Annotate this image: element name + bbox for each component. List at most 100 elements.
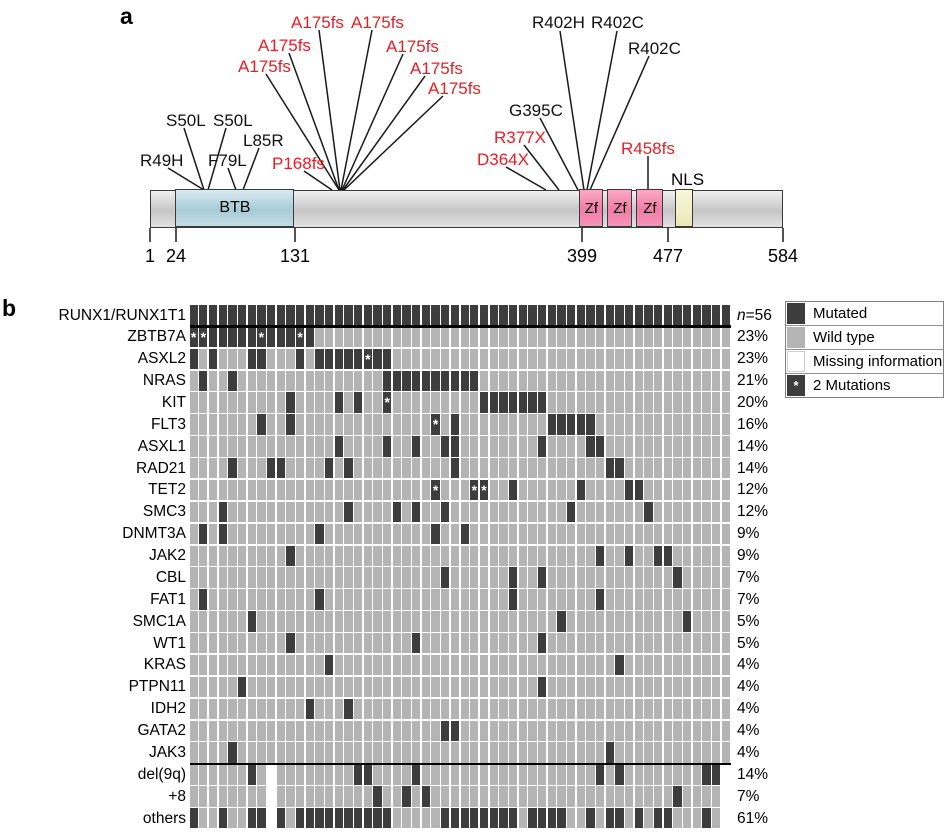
matrix-cell <box>441 764 450 785</box>
matrix-cell <box>421 742 431 763</box>
matrix-cell <box>654 611 663 632</box>
matrix-cell <box>537 742 547 763</box>
matrix-cell <box>576 305 585 326</box>
matrix-cell <box>566 611 576 632</box>
matrix-cell <box>450 305 460 326</box>
gene-label: ASXL1 <box>137 437 186 455</box>
matrix-cell <box>266 611 276 632</box>
matrix-cell <box>208 479 218 501</box>
matrix-cell <box>721 392 731 413</box>
matrix-cell <box>634 633 644 654</box>
matrix-cell <box>373 808 382 829</box>
matrix-cell <box>508 545 518 566</box>
matrix-cell <box>615 676 624 698</box>
matrix-cell <box>354 392 363 413</box>
matrix-cell <box>518 370 527 391</box>
matrix-cell <box>625 501 634 523</box>
matrix-cell <box>528 720 537 741</box>
matrix-cell <box>354 305 363 326</box>
matrix-cell <box>479 370 489 391</box>
matrix-cell <box>315 676 324 698</box>
matrix-cell <box>363 676 373 698</box>
matrix-cell <box>537 633 547 654</box>
matrix-cell <box>363 436 373 457</box>
matrix-cell <box>586 742 595 763</box>
matrix-cell <box>644 479 653 501</box>
matrix-cell: * <box>479 479 489 501</box>
matrix-cell <box>295 436 305 457</box>
matrix-cell <box>295 764 305 785</box>
matrix-cell <box>237 764 247 785</box>
matrix-cell <box>644 698 653 720</box>
matrix-cell <box>470 742 479 763</box>
mutation-label: R402C <box>628 39 681 58</box>
matrix-cell <box>208 808 218 829</box>
row-stat: 4% <box>737 722 760 740</box>
matrix-cell <box>615 436 624 457</box>
matrix-cell <box>547 786 556 807</box>
matrix-cell <box>228 326 237 348</box>
matrix-cell <box>266 589 276 610</box>
matrix-cell <box>228 808 237 829</box>
matrix-cell <box>673 305 682 326</box>
matrix-cell <box>566 523 576 545</box>
matrix-cell <box>295 808 305 829</box>
matrix-cell <box>373 326 382 348</box>
matrix-cell <box>460 633 469 654</box>
matrix-cell <box>450 458 460 479</box>
matrix-cell <box>673 436 682 457</box>
matrix-cell <box>586 676 595 698</box>
matrix-cell <box>431 742 440 763</box>
matrix-cell <box>402 764 411 785</box>
mutation-line <box>341 53 404 191</box>
matrix-cell <box>266 392 276 413</box>
matrix-cell <box>199 611 208 632</box>
matrix-cell <box>644 676 653 698</box>
matrix-cell <box>673 764 682 785</box>
matrix-cell <box>344 501 353 523</box>
matrix-cell <box>441 458 450 479</box>
matrix-cell <box>257 501 266 523</box>
axis-tick-label: 24 <box>165 246 187 266</box>
matrix-cell <box>605 436 614 457</box>
matrix-cell <box>518 348 527 370</box>
matrix-cell <box>189 654 198 676</box>
matrix-cell <box>276 501 285 523</box>
matrix-cell <box>199 370 208 391</box>
mutation-line <box>183 127 205 191</box>
matrix-cell <box>479 633 489 654</box>
matrix-cell <box>402 436 411 457</box>
matrix-cell <box>208 676 218 698</box>
matrix-cell <box>499 786 508 807</box>
matrix-cell <box>673 392 682 413</box>
matrix-cell <box>683 676 692 698</box>
matrix-cell <box>654 523 663 545</box>
matrix-cell <box>431 501 440 523</box>
matrix-cell <box>479 611 489 632</box>
matrix-cell <box>257 720 266 741</box>
matrix-cell <box>470 567 479 588</box>
matrix-cell <box>489 654 498 676</box>
matrix-cell <box>189 305 198 326</box>
mutation-label: A175fs <box>410 59 463 78</box>
matrix-cell <box>276 786 285 807</box>
matrix-cell <box>683 611 692 632</box>
matrix-cell <box>576 458 585 479</box>
matrix-cell <box>412 436 421 457</box>
matrix-cell <box>315 742 324 763</box>
matrix-cell <box>673 414 682 435</box>
matrix-cell <box>596 370 605 391</box>
matrix-cell <box>702 611 711 632</box>
matrix-cell <box>450 698 460 720</box>
matrix-cell <box>392 742 402 763</box>
matrix-cell <box>576 633 585 654</box>
matrix-cell <box>441 633 450 654</box>
matrix-cell <box>566 654 576 676</box>
matrix-cell <box>702 545 711 566</box>
matrix-cell <box>412 589 421 610</box>
matrix-cell <box>547 458 556 479</box>
matrix-cell <box>286 808 295 829</box>
matrix-cell <box>654 392 663 413</box>
matrix-cell <box>325 458 334 479</box>
matrix-cell <box>702 436 711 457</box>
